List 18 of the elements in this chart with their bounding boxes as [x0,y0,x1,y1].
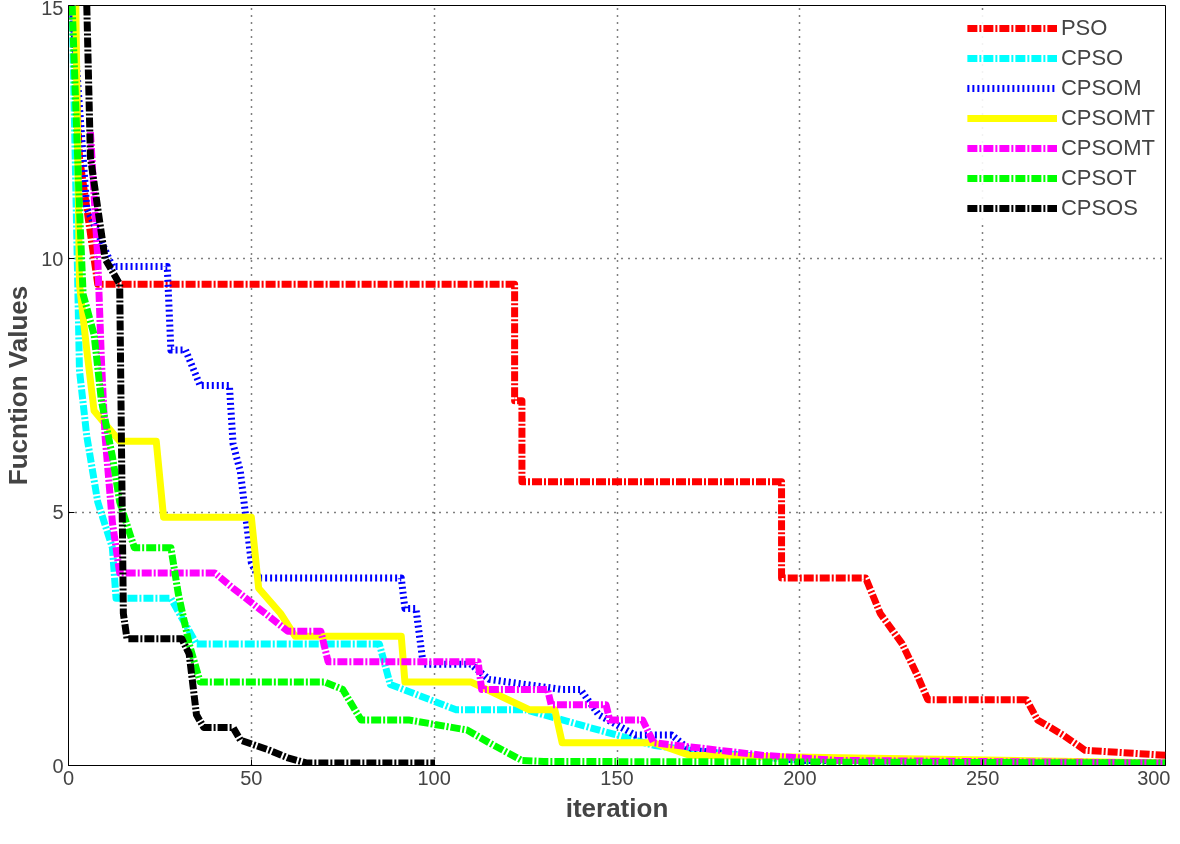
legend-label: PSO [1060,15,1108,41]
x-tick-label: 250 [965,766,1000,789]
x-tick-label: 50 [240,766,263,789]
x-tick-label: 150 [600,766,634,789]
legend-label: CPSOT [1060,165,1137,191]
legend-label: CPSOS [1060,195,1138,221]
y-axis-title: Fucntion Values [3,285,34,486]
legend-label: CPSOMT [1060,135,1155,161]
x-tick-label: 200 [783,766,817,789]
x-tick-label: 100 [417,766,451,789]
x-tick-label: 300 [1137,766,1171,789]
legend-label: CPSOMT [1060,105,1155,131]
legend-label: CPSOM [1060,75,1142,101]
y-tick-label: 10 [41,247,64,270]
legend-label: CPSO [1060,45,1124,71]
y-tick-label: 15 [41,0,64,19]
y-tick-label: 5 [52,501,64,524]
x-axis-title: iteration [565,792,669,823]
